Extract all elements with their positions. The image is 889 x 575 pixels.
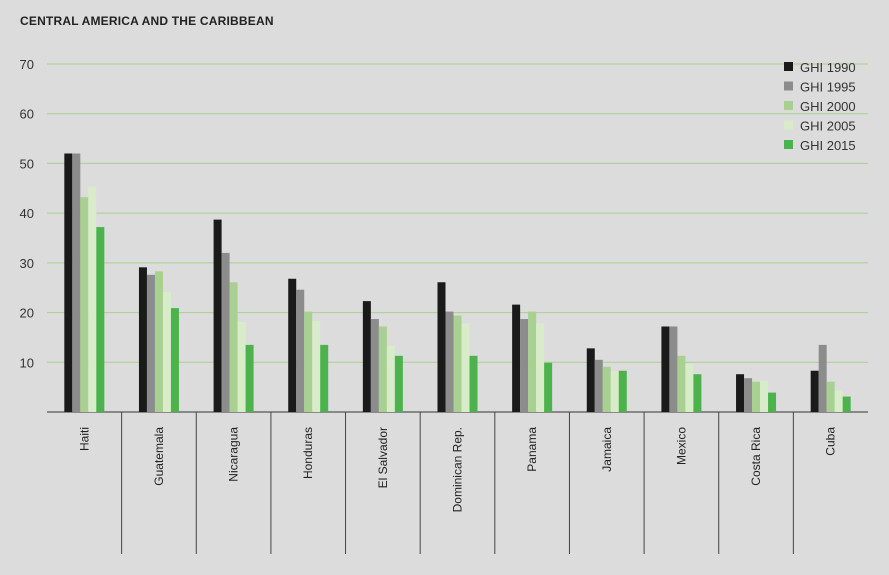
legend-label: GHI 2005 [800, 119, 856, 134]
category-label: El Salvador [376, 427, 390, 488]
bar [528, 311, 537, 412]
bar [237, 322, 246, 412]
bar [296, 289, 305, 412]
bar [760, 380, 769, 412]
y-tick-label: 30 [20, 256, 34, 271]
bar [544, 362, 553, 412]
bar [229, 282, 238, 412]
legend-label: GHI 1990 [800, 60, 856, 75]
bar [677, 355, 686, 412]
bar [661, 326, 670, 412]
bar [154, 271, 163, 412]
bar [586, 348, 595, 412]
bar [693, 374, 702, 412]
legend-swatch [784, 101, 793, 110]
bar [469, 355, 478, 412]
bar [536, 323, 545, 412]
bar [213, 219, 222, 412]
bar [80, 197, 89, 412]
bar [72, 153, 81, 412]
bar [445, 311, 454, 412]
category-label: Costa Rica [749, 427, 763, 486]
category-label: Mexico [674, 427, 688, 465]
bar [461, 323, 470, 412]
bar [818, 344, 827, 412]
bar [752, 381, 761, 412]
category-label: Dominican Rep. [451, 427, 465, 512]
bar [610, 371, 619, 412]
y-tick-label: 70 [20, 57, 34, 72]
y-tick-label: 60 [20, 107, 34, 122]
bar [320, 344, 329, 412]
bar [834, 390, 843, 412]
bar [618, 370, 627, 412]
bar [170, 308, 179, 412]
bar [602, 366, 611, 412]
y-tick-label: 10 [20, 355, 34, 370]
bar [437, 282, 446, 412]
category-label: Panama [525, 427, 539, 472]
bar [245, 344, 254, 412]
category-label: Haiti [77, 427, 91, 451]
bar [162, 292, 171, 412]
bar [685, 364, 694, 412]
bar [138, 267, 147, 412]
y-tick-label: 20 [20, 306, 34, 321]
bar [386, 345, 395, 412]
bar [768, 392, 777, 412]
category-label: Guatemala [152, 427, 166, 486]
legend-swatch [784, 62, 793, 71]
bar [88, 186, 97, 412]
bar [304, 311, 313, 412]
bar [394, 355, 403, 412]
bar [288, 278, 297, 412]
bar [453, 315, 462, 412]
chart-title: CENTRAL AMERICA AND THE CARIBBEAN [20, 14, 274, 28]
legend-swatch [784, 81, 793, 91]
bar [64, 153, 73, 412]
bar [370, 319, 379, 412]
bar [312, 321, 321, 412]
bar [96, 227, 105, 412]
bar [146, 274, 155, 412]
bar [520, 319, 529, 412]
legend-swatch [784, 120, 793, 130]
bar [378, 326, 387, 412]
bar [826, 381, 835, 412]
bar [810, 370, 819, 412]
bar [736, 374, 745, 412]
bar [744, 378, 753, 412]
bar [594, 359, 603, 412]
category-label: Jamaica [600, 427, 614, 472]
bar [362, 301, 371, 412]
bar [512, 304, 521, 412]
legend-swatch [784, 140, 793, 149]
y-tick-label: 50 [20, 156, 34, 171]
legend-label: GHI 1995 [800, 80, 856, 95]
legend-label: GHI 2000 [800, 99, 856, 114]
legend-label: GHI 2015 [800, 138, 856, 153]
bar [669, 326, 678, 412]
category-label: Cuba [824, 427, 838, 456]
bar [842, 396, 851, 412]
category-label: Honduras [301, 427, 315, 479]
bar [221, 252, 230, 412]
y-tick-label: 40 [20, 206, 34, 221]
category-label: Nicaragua [227, 427, 241, 482]
